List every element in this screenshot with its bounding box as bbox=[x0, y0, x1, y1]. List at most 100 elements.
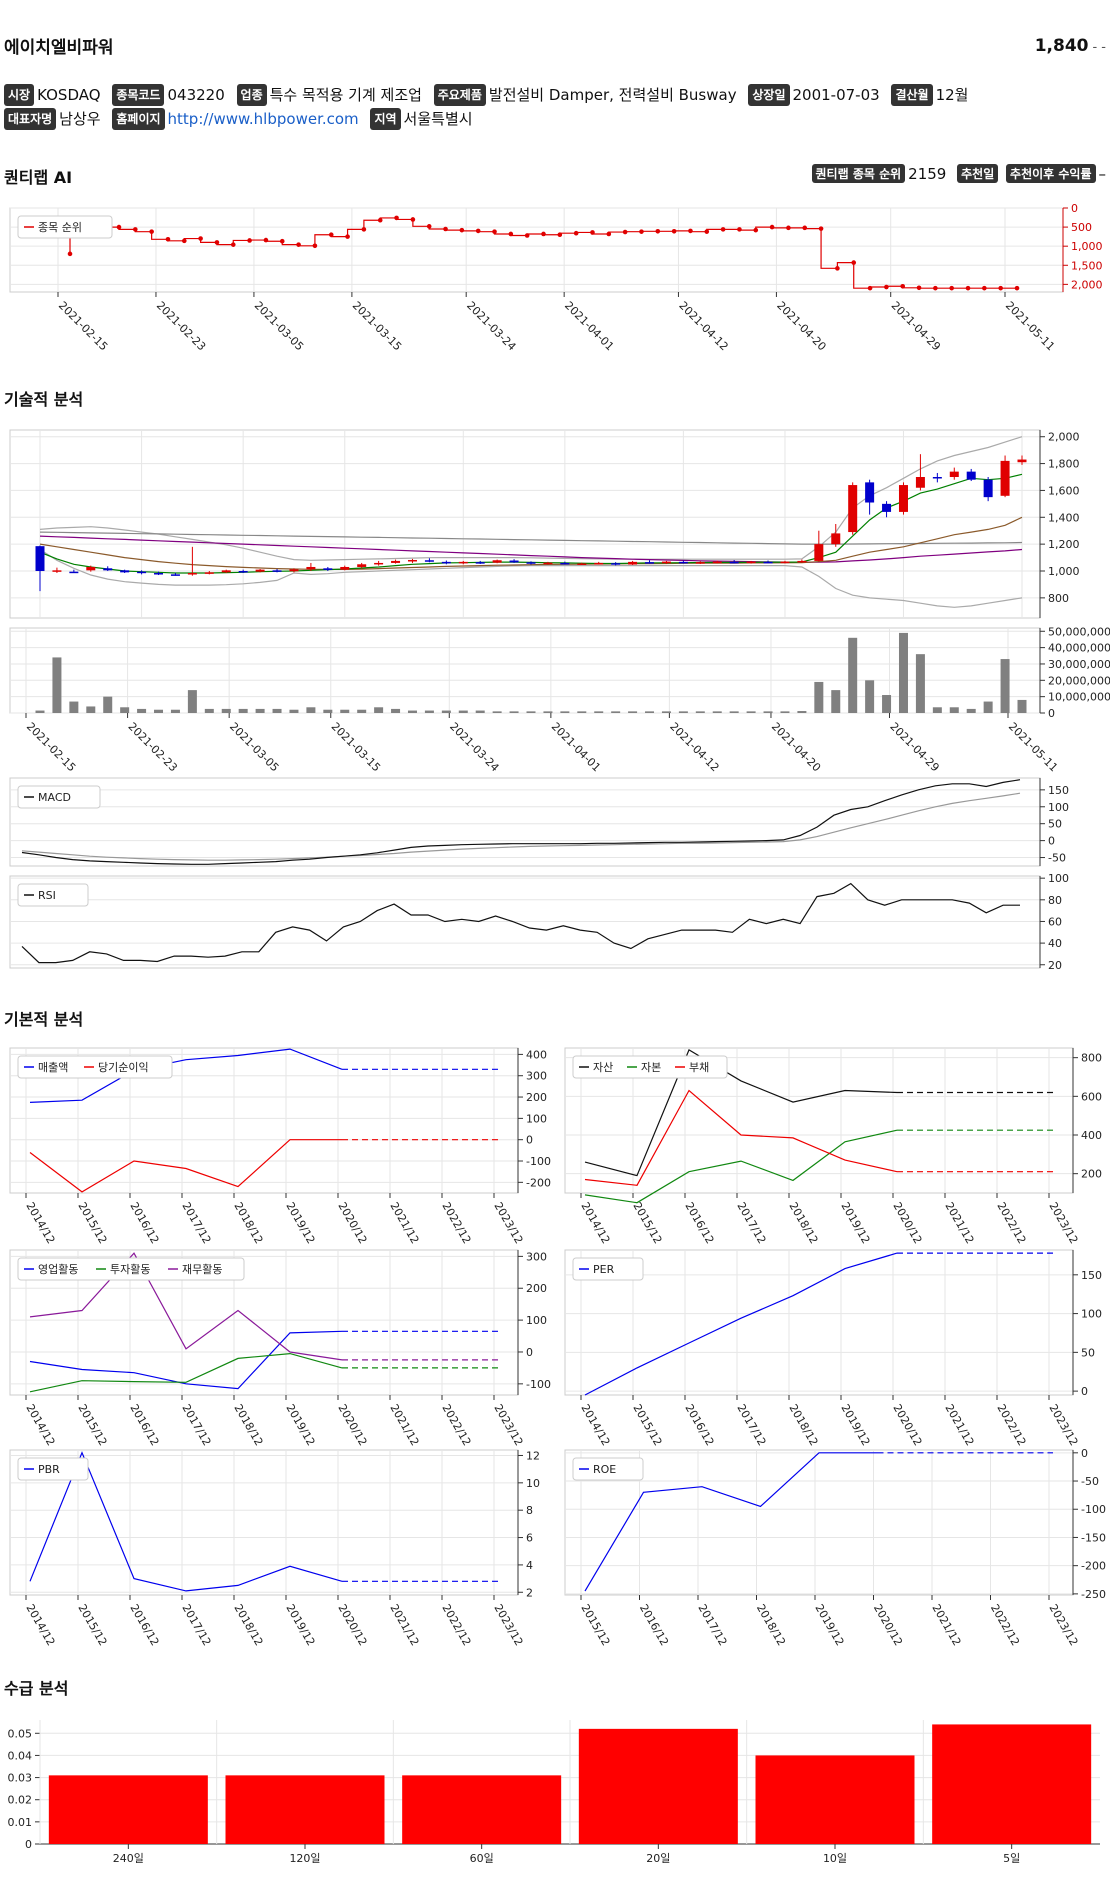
sales_income-x-tick-label: 2022/12 bbox=[439, 1200, 473, 1246]
pbr-x-tick-label: 2015/12 bbox=[75, 1602, 109, 1648]
rank-point bbox=[165, 237, 171, 242]
rank-point bbox=[639, 229, 644, 234]
candle-body bbox=[1017, 459, 1027, 463]
supply-bar bbox=[932, 1724, 1092, 1844]
volume-bar bbox=[323, 709, 333, 713]
per-x-tick-label: 2020/12 bbox=[890, 1402, 924, 1448]
code-value: 043220 bbox=[167, 86, 225, 104]
sales_income-x-tick-label: 2018/12 bbox=[231, 1200, 265, 1246]
sales_income-x-tick-label: 2019/12 bbox=[283, 1200, 317, 1246]
candle-body bbox=[204, 572, 214, 574]
sales_income-legend bbox=[17, 1055, 173, 1079]
pbr-legend-label: PBR bbox=[38, 1463, 60, 1476]
rank-point bbox=[410, 217, 416, 222]
balance-series-line bbox=[584, 1049, 898, 1177]
pbr-legend bbox=[17, 1457, 89, 1481]
pbr-y-tick-label: 8 bbox=[526, 1504, 533, 1517]
rank-x-tick-label: 2021-03-24 bbox=[464, 299, 518, 353]
balance-legend-label: 자본 bbox=[641, 1061, 661, 1074]
volume-bar bbox=[543, 711, 553, 713]
candle-body bbox=[661, 561, 671, 564]
pbr-x-tick-label: 2018/12 bbox=[231, 1602, 265, 1648]
volume-bar bbox=[932, 707, 942, 713]
candle-body bbox=[221, 570, 231, 573]
market-tag: 시장 bbox=[4, 84, 35, 106]
sales_income-y-tick-label: 200 bbox=[526, 1091, 547, 1104]
volume-bar bbox=[746, 711, 756, 713]
candle-body bbox=[898, 485, 908, 512]
rank-point bbox=[818, 226, 824, 231]
rank-point bbox=[835, 266, 840, 271]
candle-body bbox=[577, 563, 587, 565]
rsi-y-tick-label: 60 bbox=[1048, 915, 1062, 928]
sales_income-series-line bbox=[29, 1048, 343, 1103]
rank-x-tick-label: 2021-04-12 bbox=[676, 299, 730, 353]
homepage-link[interactable]: http://www.hlbpower.com bbox=[167, 110, 359, 128]
rank-point bbox=[328, 232, 334, 238]
candle-body bbox=[255, 569, 265, 572]
candle-body bbox=[780, 561, 790, 564]
pbr-y-tick-label: 2 bbox=[526, 1586, 533, 1599]
supply-bar bbox=[225, 1775, 385, 1844]
balance-y-tick-label: 200 bbox=[1081, 1168, 1102, 1181]
per-y-tick-label: 50 bbox=[1081, 1346, 1095, 1359]
volume-bar bbox=[69, 701, 79, 713]
candle-body bbox=[323, 568, 333, 570]
balance-y-tick-label: 800 bbox=[1081, 1052, 1102, 1065]
cashflow-x-tick-label: 2020/12 bbox=[335, 1402, 369, 1448]
volume-y-tick-label: 10,000,000 bbox=[1048, 691, 1110, 704]
region-value: 서울특별시 bbox=[403, 110, 473, 128]
supply-bar bbox=[578, 1728, 738, 1844]
supply-y-tick-label: 0.02 bbox=[8, 1794, 33, 1807]
rank-x-tick-label: 2021-02-23 bbox=[154, 299, 208, 353]
rank-point bbox=[916, 285, 922, 291]
price-change: - - bbox=[1092, 40, 1106, 55]
pbr-x-tick-label: 2014/12 bbox=[23, 1602, 57, 1648]
cashflow-x-tick-label: 2014/12 bbox=[23, 1402, 57, 1448]
rank-y-tick-label: 500 bbox=[1071, 221, 1092, 234]
supply-x-tick-label: 5일 bbox=[1003, 1851, 1020, 1865]
candle-body bbox=[543, 562, 553, 565]
balance-x-tick-label: 2015/12 bbox=[630, 1200, 664, 1246]
roe-x-tick-label: 2020/12 bbox=[871, 1602, 905, 1648]
rank-point bbox=[622, 229, 628, 235]
per-x-tick-label: 2023/12 bbox=[1046, 1402, 1080, 1448]
macd-signal-line bbox=[21, 792, 1021, 861]
pbr-x-tick-label: 2023/12 bbox=[491, 1602, 525, 1648]
volume-bar bbox=[898, 632, 908, 713]
pbr-y-tick-label: 4 bbox=[526, 1559, 533, 1572]
rank-point bbox=[900, 283, 906, 289]
supply-bar bbox=[402, 1775, 562, 1844]
supply-y-tick-label: 0.01 bbox=[8, 1816, 33, 1829]
rank-point bbox=[377, 217, 383, 223]
per-series-line bbox=[584, 1252, 898, 1396]
volume-bar bbox=[594, 711, 604, 713]
volume-y-tick-label: 20,000,000 bbox=[1048, 674, 1110, 687]
supply-y-tick-label: 0.04 bbox=[8, 1749, 33, 1762]
candle-body bbox=[645, 562, 655, 564]
homepage-tag: 홈페이지 bbox=[112, 108, 165, 130]
candle-body bbox=[797, 560, 807, 563]
candle-y-tick-label: 800 bbox=[1048, 592, 1069, 605]
rsi-y-tick-label: 100 bbox=[1048, 872, 1069, 885]
candle-body bbox=[492, 560, 502, 563]
pbr-x-tick-label: 2022/12 bbox=[439, 1602, 473, 1648]
listing-date-value: 2001-07-03 bbox=[792, 86, 880, 104]
rsi-frame bbox=[9, 875, 1041, 969]
rank-x-tick-label: 2021-04-20 bbox=[774, 299, 828, 353]
balance-series-line bbox=[584, 1089, 898, 1186]
volume-bar bbox=[475, 710, 485, 713]
rank-value: 2159 bbox=[908, 165, 947, 183]
sales_income-legend-label: 당기순이익 bbox=[98, 1061, 149, 1074]
macd-y-tick-label: 50 bbox=[1048, 818, 1062, 831]
volume-bar bbox=[628, 711, 638, 713]
volume-x-tick-label: 2021-02-15 bbox=[24, 720, 78, 774]
volume-bar bbox=[238, 708, 248, 713]
rsi-y-tick-label: 80 bbox=[1048, 894, 1062, 907]
rank-point bbox=[508, 231, 514, 237]
candle-body bbox=[69, 571, 79, 574]
candle-body bbox=[187, 573, 197, 575]
rank-point bbox=[67, 251, 73, 257]
volume-bar bbox=[645, 711, 655, 713]
candle-body bbox=[526, 562, 536, 564]
